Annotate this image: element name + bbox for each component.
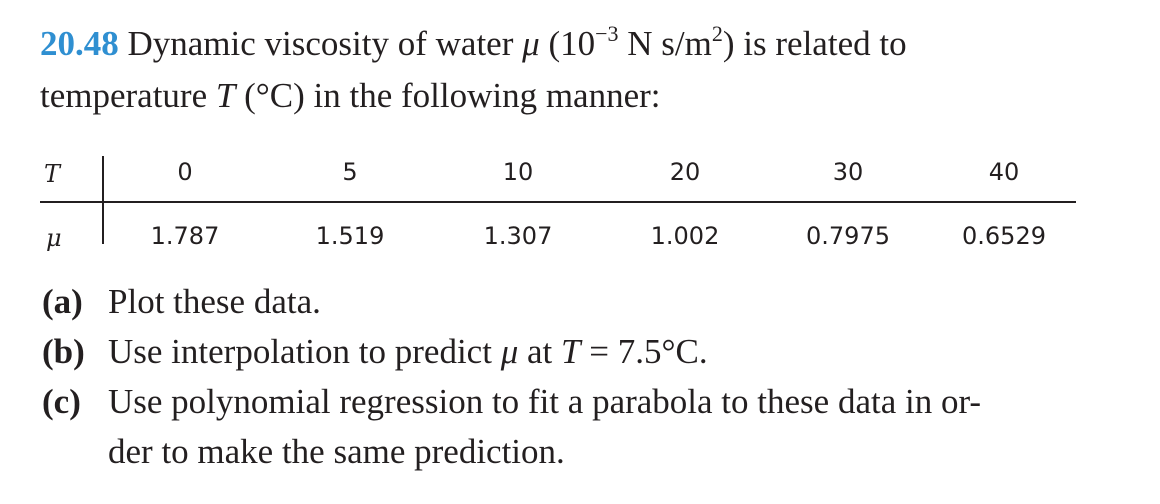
symbol: T <box>215 76 236 115</box>
table-cell: 0.7975 <box>806 222 890 250</box>
table-cell: 1.307 <box>483 222 553 250</box>
text: (°C) in the following manner: <box>235 76 661 115</box>
text: at <box>518 332 562 371</box>
part-line: Use interpolation to predict μ at T = 7.… <box>108 332 708 372</box>
part-line: Plot these data. <box>108 282 321 322</box>
part-label: (a) <box>42 282 83 321</box>
symbol: μ <box>500 332 519 371</box>
row-header: μ <box>46 224 62 252</box>
table-cell: 40 <box>988 158 1020 186</box>
text: der to make the same prediction. <box>108 432 565 471</box>
text: Plot these data. <box>108 282 321 321</box>
table-cell: 0 <box>177 158 193 186</box>
part-label: (b) <box>42 332 85 371</box>
table-cell: 20 <box>669 158 701 186</box>
text: = 7.5°C. <box>580 332 708 371</box>
superscript: 2 <box>711 21 723 46</box>
text: Use polynomial regression to fit a parab… <box>108 382 982 421</box>
table-rule <box>40 201 1076 203</box>
text: (10 <box>539 24 596 63</box>
table-cell: 1.519 <box>315 222 385 250</box>
table-cell: 30 <box>832 158 864 186</box>
symbol: μ <box>522 24 540 63</box>
text: N s/m <box>618 24 712 63</box>
part-line: der to make the same prediction. <box>108 432 565 472</box>
table-cell: 5 <box>342 158 358 186</box>
text: temperature <box>40 76 216 115</box>
part-label: (c) <box>42 382 81 421</box>
statement-line: temperature T (°C) in the following mann… <box>40 76 661 116</box>
symbol: T <box>561 332 581 371</box>
table-divider <box>102 156 104 244</box>
table-cell: 1.002 <box>650 222 720 250</box>
text: Use interpolation to predict <box>108 332 501 371</box>
part-line: Use polynomial regression to fit a parab… <box>108 382 981 422</box>
statement-line: 20.48 Dynamic viscosity of water μ (10−3… <box>40 21 907 64</box>
table-cell: 0.6529 <box>962 222 1046 250</box>
table-cell: 1.787 <box>150 222 220 250</box>
text: ) is related to <box>722 24 907 63</box>
problem-number: 20.48 <box>40 24 119 63</box>
text: Dynamic viscosity of water <box>127 24 523 63</box>
row-header: T <box>44 160 61 188</box>
superscript: −3 <box>595 21 619 46</box>
table-cell: 10 <box>502 158 534 186</box>
